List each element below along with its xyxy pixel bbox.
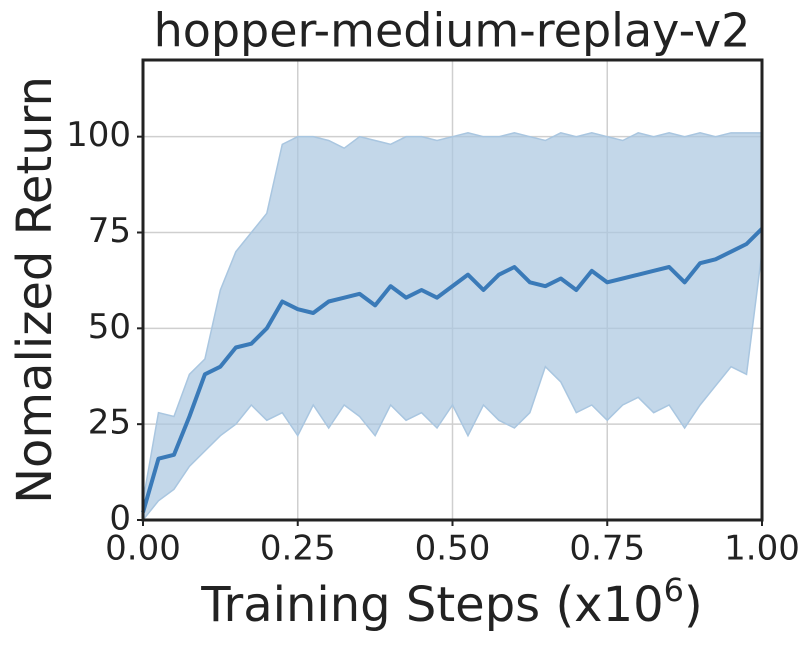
x-axis-label: Training Steps (x106)	[200, 571, 703, 633]
chart-title: hopper-medium-replay-v2	[154, 4, 751, 58]
x-tick-label: 0.00	[105, 529, 181, 569]
plot-frame	[141, 58, 764, 522]
x-tick-label: 1.00	[724, 529, 800, 569]
x-tick-label: 0.75	[569, 529, 645, 569]
plot-area: 0 25 50 75 100 0.00 0.25 0.50 0.75 1.00	[66, 58, 800, 569]
x-axis-label-exponent: 6	[664, 571, 684, 609]
y-tick-label: 100	[66, 115, 131, 155]
y-tick-label: 75	[88, 211, 131, 251]
y-tick-label: 50	[88, 307, 131, 347]
x-axis-label-close: )	[684, 577, 703, 633]
y-tick-label: 0	[109, 499, 131, 539]
y-axis-label: Nomalized Return	[7, 76, 63, 504]
y-tick-label: 25	[88, 403, 131, 443]
x-tick-label: 0.25	[260, 529, 336, 569]
x-axis-label-text: Training Steps (x10	[200, 577, 663, 633]
x-tick-label: 0.50	[415, 529, 491, 569]
mean-line	[141, 227, 764, 513]
